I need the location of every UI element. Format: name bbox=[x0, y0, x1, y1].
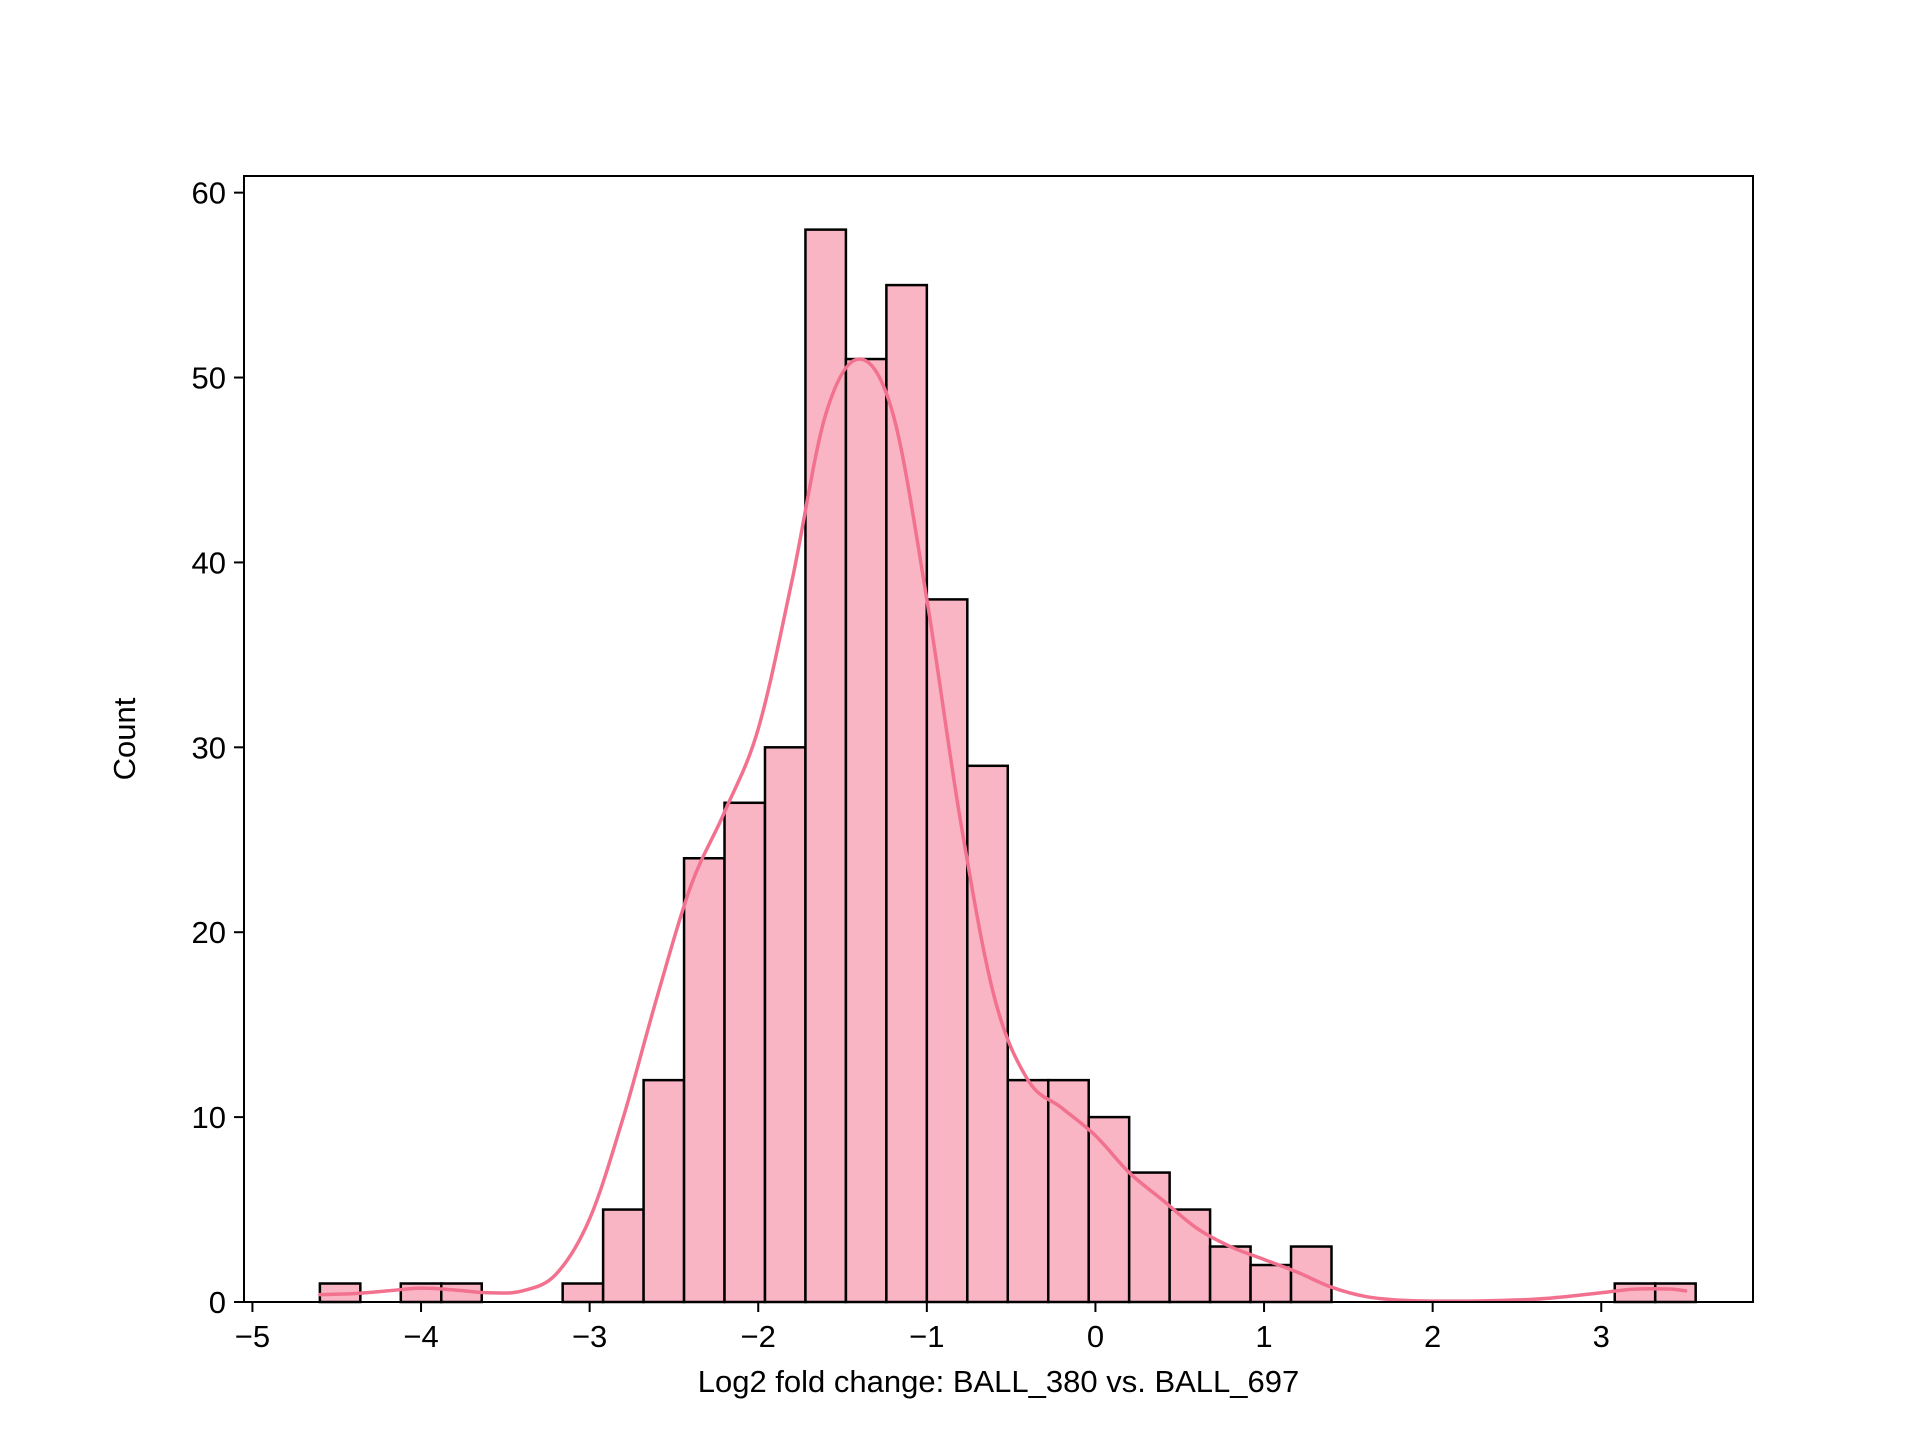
histogram-bar bbox=[399, 1282, 443, 1304]
y-tick-label: 50 bbox=[192, 361, 226, 396]
x-tick-label: −1 bbox=[909, 1319, 944, 1354]
bars-group bbox=[318, 228, 1697, 1304]
x-tick-label: −3 bbox=[572, 1319, 607, 1354]
histogram-bar bbox=[642, 1078, 686, 1304]
histogram-bar bbox=[966, 764, 1010, 1304]
x-tick-label: 0 bbox=[1087, 1319, 1104, 1354]
y-tick-label: 30 bbox=[192, 730, 226, 765]
histogram-bar bbox=[601, 1208, 645, 1304]
histogram-bar bbox=[682, 857, 726, 1304]
y-axis-label: Count bbox=[107, 697, 142, 780]
histogram-bar bbox=[1249, 1263, 1293, 1304]
y-tick-label: 60 bbox=[192, 176, 226, 211]
histogram-bar bbox=[804, 228, 848, 1304]
histogram-bar bbox=[1613, 1282, 1657, 1304]
x-tick-label: −4 bbox=[403, 1319, 438, 1354]
y-tick-label: 40 bbox=[192, 545, 226, 580]
y-tick-label: 20 bbox=[192, 915, 226, 950]
histogram-bar bbox=[561, 1282, 605, 1304]
y-tick-label: 0 bbox=[209, 1285, 226, 1320]
histogram-bar bbox=[885, 283, 929, 1304]
histogram-bar bbox=[1046, 1078, 1090, 1304]
x-tick-label: −2 bbox=[741, 1319, 776, 1354]
x-tick-label: −5 bbox=[235, 1319, 270, 1354]
y-tick-label: 10 bbox=[192, 1100, 226, 1135]
histogram-bar bbox=[844, 357, 888, 1304]
x-tick-label: 1 bbox=[1255, 1319, 1272, 1354]
histogram-bar bbox=[1087, 1115, 1131, 1304]
x-axis-label: Log2 fold change: BALL_380 vs. BALL_697 bbox=[698, 1364, 1300, 1399]
histogram-bar bbox=[1289, 1245, 1333, 1304]
histogram-bar bbox=[763, 746, 807, 1304]
histogram-bar bbox=[723, 801, 767, 1304]
y-axis-ticks: 0 10 20 30 40 50 60 bbox=[192, 176, 244, 1320]
histogram-bar bbox=[1006, 1078, 1050, 1304]
x-tick-label: 3 bbox=[1593, 1319, 1610, 1354]
x-axis-ticks: −5 −4 −3 −2 −1 0 1 2 3 bbox=[235, 1302, 1610, 1354]
histogram-bar bbox=[1127, 1171, 1171, 1304]
histogram-bar bbox=[1653, 1282, 1697, 1304]
histogram-bar bbox=[925, 598, 969, 1304]
axes-frame bbox=[243, 175, 1754, 1303]
x-tick-label: 2 bbox=[1424, 1319, 1441, 1354]
histogram-bar bbox=[1208, 1245, 1252, 1304]
